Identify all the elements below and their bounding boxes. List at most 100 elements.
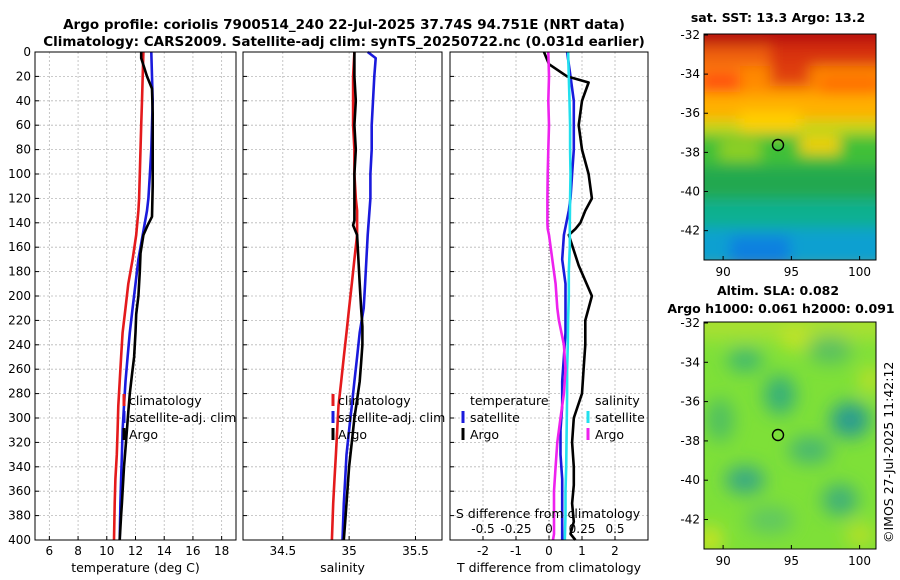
- x-tick-label: 12: [128, 544, 143, 558]
- series-line-climatology: [112, 51, 145, 541]
- x-tick-label: 6: [46, 544, 54, 558]
- y-tick-label: 80: [16, 143, 31, 157]
- sla-map-image: [704, 322, 876, 549]
- y-tick-label: 400: [8, 533, 31, 547]
- x-tick-label: 35.5: [402, 544, 429, 558]
- s-difference-tick-label: 0: [545, 522, 553, 536]
- y-tick-label: 200: [8, 289, 31, 303]
- y-tick-label: 60: [16, 118, 31, 132]
- legend-label-argo: Argo: [338, 427, 367, 442]
- difference-legend: temperature satellite Argo salinity sate…: [461, 393, 645, 442]
- difference-profile-panel: -2 -1 0 1 2 T difference from climatology: [449, 51, 649, 575]
- y-tick-label: 240: [8, 338, 31, 352]
- y-tick-label: 140: [8, 216, 31, 230]
- legend-label-satellite: satellite-adj. clim: [129, 410, 236, 425]
- map-y-tick-label: -42: [680, 224, 700, 238]
- map-y-tick-label: -38: [680, 145, 700, 159]
- y-tick-label: 220: [8, 313, 31, 327]
- y-tick-label: 160: [8, 240, 31, 254]
- sla-map-title-line1: Altim. SLA: 0.082: [717, 283, 839, 298]
- s-difference-tick-label: -0.5: [471, 522, 494, 536]
- legend-label-s-satellite: satellite: [595, 410, 645, 425]
- legend-title-temperature: temperature: [470, 393, 549, 408]
- x-tick-label: -2: [477, 544, 489, 558]
- map-y-tick-label: -38: [680, 434, 700, 448]
- x-tick-label: 34.5: [269, 544, 296, 558]
- legend-label-argo: Argo: [129, 427, 158, 442]
- x-tick-label: 8: [74, 544, 82, 558]
- y-tick-label: 180: [8, 265, 31, 279]
- s-difference-axis-label: S difference from climatology: [456, 506, 641, 521]
- plot-frame: [449, 51, 649, 541]
- x-tick-label: 10: [99, 544, 114, 558]
- map-x-tick-label: 90: [715, 265, 730, 279]
- y-tick-label: 120: [8, 191, 31, 205]
- x-tick-label: 2: [611, 544, 619, 558]
- series-line-argo: [546, 51, 567, 541]
- map-x-tick-label: 95: [784, 265, 799, 279]
- y-tick-label: 20: [16, 69, 31, 83]
- y-tick-label: 320: [8, 435, 31, 449]
- y-tick-label: 100: [8, 167, 31, 181]
- s-difference-tick-label: 0.25: [569, 522, 596, 536]
- map-y-tick-label: -32: [680, 316, 700, 330]
- temperature-profile-panel: 0 20 40 60 80 100 120 140 160 180 200 220 240 260 280 3…: [8, 45, 237, 575]
- sst-map-frame: [703, 33, 877, 261]
- x-tick-label: 1: [578, 544, 586, 558]
- y-tick-label: 360: [8, 484, 31, 498]
- y-tick-label: 0: [23, 45, 31, 59]
- x-tick-label: 14: [157, 544, 172, 558]
- y-tick-label: 260: [8, 362, 31, 376]
- legend-label-climatology: climatology: [129, 393, 202, 408]
- plot-frame: [34, 51, 237, 541]
- legend-label-t-satellite: satellite: [470, 410, 520, 425]
- sla-map-frame: [703, 321, 877, 550]
- x-axis-label: T difference from climatology: [456, 560, 642, 575]
- series-line-satellite: [563, 51, 572, 541]
- sst-map-image: [704, 34, 876, 260]
- sst-map-title: sat. SST: 13.3 Argo: 13.2: [691, 10, 865, 25]
- x-axis-label: salinity: [320, 560, 365, 575]
- series-line-satellite-adj-clim: [341, 50, 378, 541]
- map-y-tick-label: -40: [680, 473, 700, 487]
- legend-label-s-argo: Argo: [595, 427, 624, 442]
- plot-frame: [242, 51, 443, 541]
- map-y-tick-label: -42: [680, 513, 700, 527]
- legend-label-satellite: satellite-adj. clim: [338, 410, 445, 425]
- map-y-tick-label: -40: [680, 185, 700, 199]
- legend-label-climatology: climatology: [338, 393, 411, 408]
- s-difference-tick-labels: -0.5 -0.25 0 0.25 0.5: [471, 522, 624, 536]
- map-y-tick-label: -36: [680, 106, 700, 120]
- sla-map-ticks: 90 95 100 -32 -34 -36 -38 -40 -42: [680, 316, 871, 568]
- series-line-satellite: [559, 51, 576, 540]
- y-tick-label: 300: [8, 411, 31, 425]
- map-y-tick-label: -32: [680, 28, 700, 42]
- y-tick-label: 340: [8, 460, 31, 474]
- legend-title-salinity: salinity: [595, 393, 640, 408]
- sst-argo-location-marker: [771, 138, 785, 152]
- series-line-climatology: [330, 51, 359, 541]
- y-tick-label: 380: [8, 509, 31, 523]
- s-difference-tick-label: -0.25: [500, 522, 531, 536]
- s-difference-tick-label: 0.5: [605, 522, 624, 536]
- map-y-tick-label: -34: [680, 67, 700, 81]
- map-x-tick-label: 95: [784, 554, 799, 568]
- sla-map-title-line2: Argo h1000: 0.061 h2000: 0.091: [667, 301, 894, 316]
- x-tick-label: 18: [214, 544, 229, 558]
- figure-title-line2: Climatology: CARS2009. Satellite-adj cli…: [43, 34, 645, 50]
- x-tick-label: 0: [545, 544, 553, 558]
- x-tick-label: 16: [185, 544, 200, 558]
- y-tick-label: 280: [8, 387, 31, 401]
- series-line-argo: [342, 52, 364, 541]
- map-y-tick-label: -36: [680, 395, 700, 409]
- map-x-tick-label: 100: [848, 554, 871, 568]
- map-x-tick-label: 100: [848, 265, 871, 279]
- legend-label-t-argo: Argo: [470, 427, 499, 442]
- sla-argo-location-marker: [771, 428, 785, 442]
- copyright-stamp: ©IMOS 27-Jul-2025 11:42:12: [881, 362, 896, 543]
- figure-title-line1: Argo profile: coriolis 7900514_240 22-Ju…: [63, 17, 625, 33]
- x-tick-label: 35: [341, 544, 356, 558]
- salinity-profile-panel: 34.5 35 35.5 salinity: [242, 50, 443, 575]
- x-axis-label: temperature (deg C): [71, 560, 200, 575]
